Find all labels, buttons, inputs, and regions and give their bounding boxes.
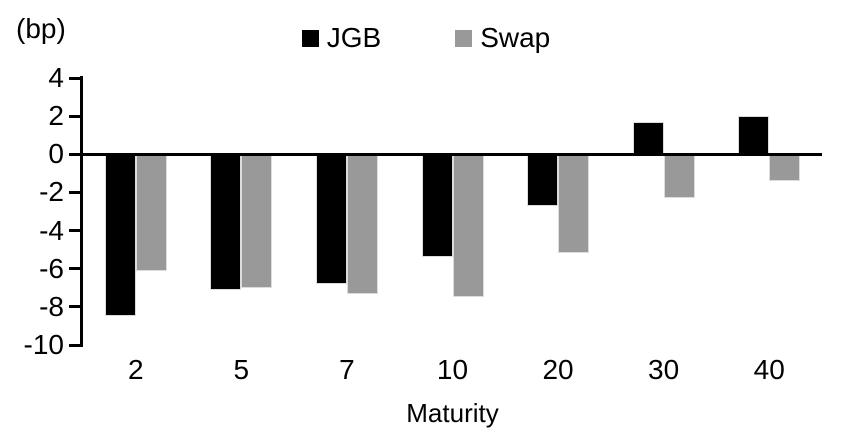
- bar-jgb-20: [527, 154, 559, 206]
- legend-item-swap: Swap: [455, 24, 550, 52]
- y-axis-tick: [69, 152, 81, 156]
- y-axis-tick: [69, 305, 81, 309]
- bar-swap-5: [241, 154, 273, 288]
- bar-jgb-2: [104, 154, 136, 317]
- y-axis-tick-label: 0: [48, 138, 64, 170]
- bar-swap-7: [346, 154, 378, 294]
- bar-jgb-5: [210, 154, 242, 290]
- y-axis-tick-label: -2: [39, 176, 64, 208]
- y-axis-tick: [69, 190, 81, 194]
- bar-swap-2: [135, 154, 167, 271]
- x-axis-label-7: 7: [339, 354, 355, 385]
- jgb-swatch-icon: [301, 29, 319, 47]
- bar-swap-10: [452, 154, 484, 298]
- bar-jgb-40: [738, 116, 770, 155]
- legend-item-jgb: JGB: [301, 22, 382, 53]
- x-axis-label-30: 30: [648, 354, 680, 385]
- y-axis-tick: [69, 114, 81, 118]
- zero-axis-line: [83, 152, 822, 156]
- x-axis-label-10: 10: [436, 354, 469, 385]
- y-axis-unit-label: (bp): [16, 13, 66, 44]
- y-axis-tick-label: 2: [48, 100, 64, 132]
- y-axis-tick: [69, 267, 81, 271]
- y-axis-tick-label: -4: [39, 214, 64, 246]
- bar-jgb-30: [632, 121, 664, 155]
- bar-swap-30: [663, 154, 695, 199]
- x-axis-label-2: 2: [127, 354, 144, 385]
- bar-jgb-7: [315, 154, 347, 284]
- legend-label-jgb: JGB: [326, 22, 382, 53]
- legend-label-swap: Swap: [480, 22, 551, 53]
- y-axis-tick-label: -8: [39, 290, 64, 322]
- legend: JGB Swap: [0, 24, 852, 52]
- y-axis-tick-label: 4: [48, 62, 64, 93]
- x-axis-label-20: 20: [542, 354, 574, 385]
- y-axis-tick: [69, 343, 81, 347]
- bar-jgb-10: [421, 154, 453, 258]
- bar-swap-40: [769, 154, 801, 181]
- x-axis-label-5: 5: [233, 354, 250, 385]
- y-axis-tick-label: -10: [23, 329, 64, 360]
- y-axis-tick: [69, 76, 81, 80]
- swap-swatch-icon: [455, 29, 473, 47]
- bar-swap-20: [558, 154, 590, 254]
- y-axis-line: [80, 76, 83, 347]
- x-axis-label-40: 40: [753, 354, 785, 385]
- x-axis-title: Maturity: [406, 398, 499, 428]
- y-axis-tick-label: -6: [39, 252, 64, 284]
- y-axis-tick: [69, 229, 81, 233]
